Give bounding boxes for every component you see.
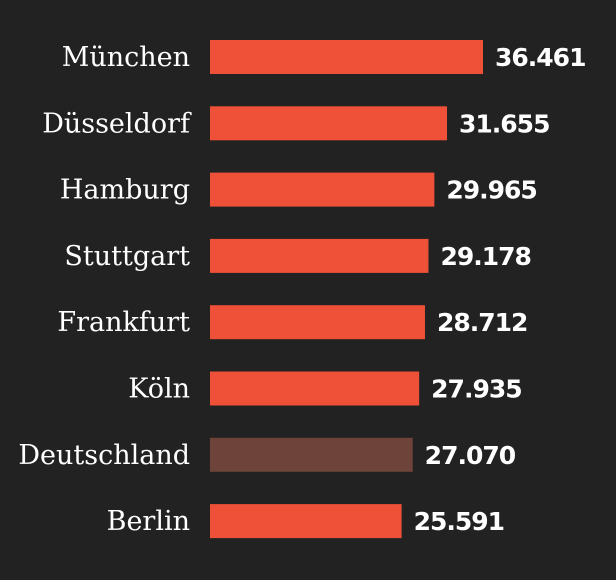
bar	[210, 40, 483, 74]
bar	[210, 504, 402, 539]
category-label: Berlin	[107, 506, 190, 537]
bar-row-0: München 36.461	[62, 40, 586, 74]
value-label: 28.712	[437, 308, 527, 337]
category-label: Düsseldorf	[42, 108, 192, 139]
bar-row-7: Berlin 25.591	[107, 504, 505, 539]
bar-row-5: Köln 27.935	[128, 371, 523, 406]
category-label: Hamburg	[60, 175, 190, 206]
bar-row-6: Deutschland 27.070	[18, 437, 517, 472]
bar-row-2: Hamburg 29.965	[60, 172, 538, 207]
bar	[210, 106, 448, 141]
value-label: 27.070	[425, 441, 516, 470]
bar-row-1: Düsseldorf 31.655	[42, 106, 550, 141]
category-label: München	[62, 42, 190, 73]
bar	[210, 238, 429, 273]
value-label: 29.178	[440, 242, 530, 271]
value-label: 27.935	[431, 375, 521, 404]
category-label: Köln	[128, 374, 190, 405]
value-label: 31.655	[459, 109, 549, 138]
value-label: 25.591	[414, 507, 504, 536]
bar-row-4: Frankfurt 28.712	[57, 305, 528, 340]
category-label: Stuttgart	[64, 241, 190, 272]
bar	[210, 437, 413, 472]
value-label: 29.965	[446, 176, 536, 205]
category-label: Deutschland	[18, 440, 190, 471]
bar-row-3: Stuttgart 29.178	[64, 238, 532, 273]
bar	[210, 371, 420, 406]
category-label: Frankfurt	[57, 307, 190, 338]
value-label: 36.461	[495, 43, 585, 72]
bar	[210, 305, 425, 340]
bar	[210, 172, 435, 207]
